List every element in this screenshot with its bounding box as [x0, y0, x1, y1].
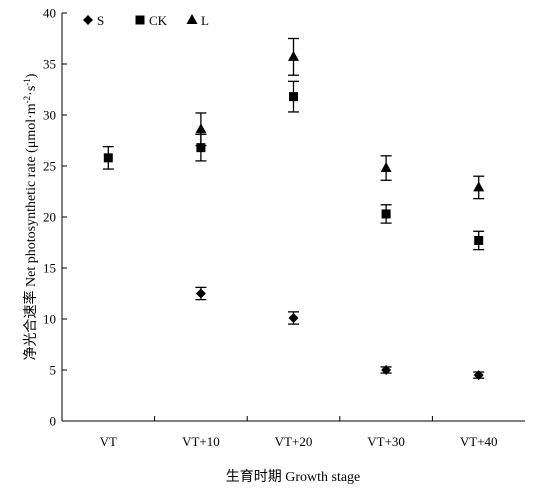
legend-item-l: L	[186, 13, 209, 28]
data-point-l	[380, 162, 392, 173]
legend-label: S	[97, 13, 104, 28]
legend-item-ck: CK	[135, 13, 168, 28]
series-l	[195, 37, 485, 200]
series-ck	[102, 80, 485, 251]
y-tick-label: 15	[43, 261, 56, 276]
x-tick-label: VT+30	[367, 434, 405, 449]
data-point-l	[195, 123, 207, 134]
x-axis-title: 生育时期 Growth stage	[226, 469, 361, 485]
legend-marker	[186, 14, 198, 24]
data-point-ck	[103, 153, 113, 163]
x-tick-label: VT	[100, 434, 117, 449]
data-point-s	[381, 365, 392, 375]
y-tick-label: 40	[43, 6, 56, 21]
data-point-s	[288, 312, 299, 323]
y-tick-label: 0	[50, 414, 57, 429]
data-marks	[102, 37, 485, 381]
legend: S CK L	[83, 13, 209, 28]
x-tick-label: VT+40	[460, 434, 498, 449]
legend-marker	[135, 15, 145, 25]
data-point-ck	[381, 209, 391, 219]
legend-label: L	[201, 13, 209, 28]
series-s	[195, 286, 485, 381]
data-point-s	[195, 288, 206, 299]
data-point-l	[473, 181, 485, 192]
y-tick-label: 10	[43, 312, 56, 327]
y-tick-label: 25	[43, 159, 56, 174]
y-axis-title: 净光合速率 Net photosynthetic rate (μmol·m-2·…	[22, 73, 39, 360]
y-tick-label: 30	[43, 108, 56, 123]
x-tick-label: VT+10	[182, 434, 220, 449]
x-tick-label: VT+20	[275, 434, 313, 449]
data-point-ck	[196, 143, 206, 153]
axis-ticks: 0 5 10 15 20 25 30 35 40 VT VT+10 VT+20 VT+30 VT+40	[43, 6, 498, 450]
legend-label: CK	[149, 13, 168, 28]
data-point-s	[473, 370, 484, 381]
legend-item-s: S	[83, 13, 104, 28]
data-point-ck	[289, 92, 298, 102]
data-point-ck	[474, 235, 484, 245]
y-tick-label: 35	[43, 57, 56, 72]
y-tick-label: 20	[43, 210, 56, 225]
y-tick-label: 5	[50, 363, 57, 378]
data-point-l	[288, 50, 299, 61]
legend-marker	[83, 15, 93, 25]
